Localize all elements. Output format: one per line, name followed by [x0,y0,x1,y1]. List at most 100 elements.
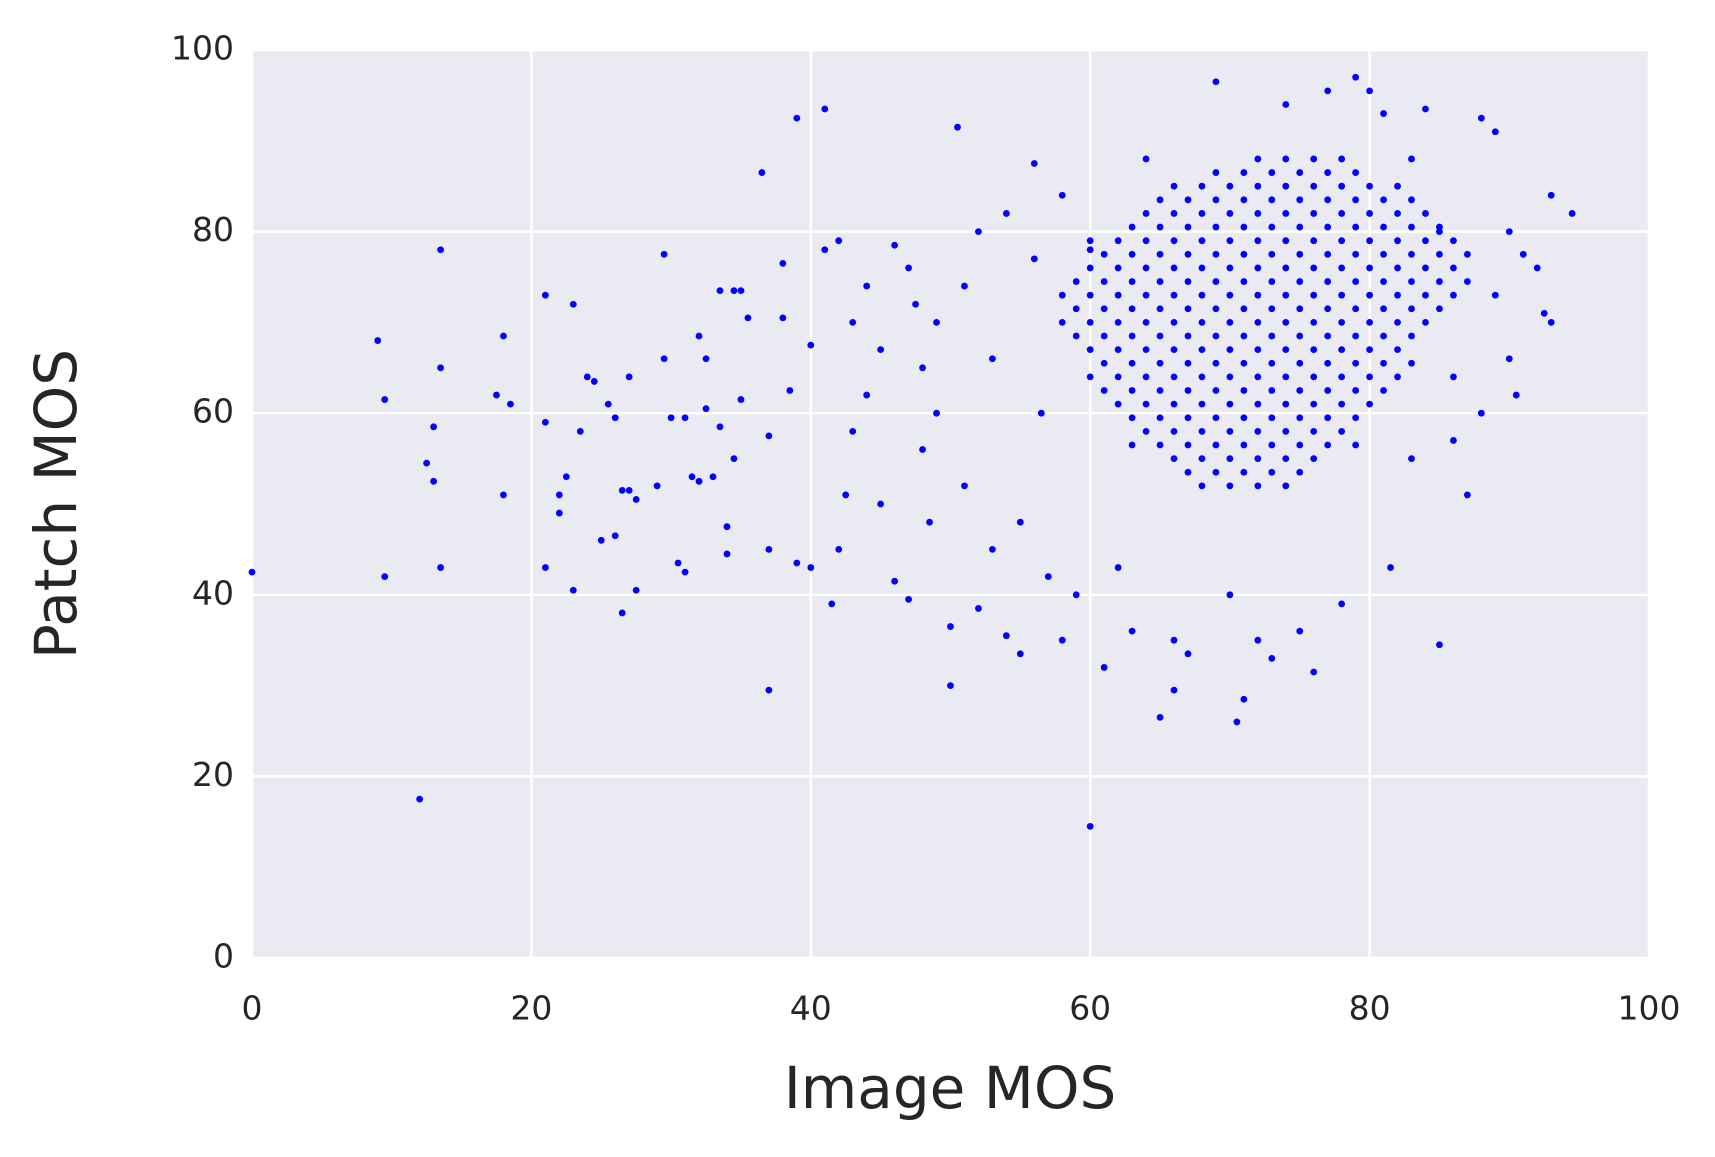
point [1282,155,1290,163]
point [1037,409,1045,417]
point [1114,400,1122,408]
point [541,291,549,299]
point [1128,387,1136,394]
point [1422,319,1429,326]
point [437,246,444,254]
point [835,237,843,245]
point [1296,196,1304,204]
point [1296,305,1304,313]
point [1282,291,1290,299]
point [1156,278,1164,285]
point [1282,237,1290,245]
point [1170,319,1178,326]
point [975,605,982,612]
point [1268,441,1276,449]
point [562,473,570,481]
point [1114,319,1122,326]
point [1282,264,1290,272]
point [1422,291,1429,299]
point [1268,359,1276,367]
point [1142,400,1150,408]
point [1156,359,1164,367]
point [1240,695,1248,703]
point [1254,482,1262,490]
point [1380,110,1387,117]
point [1380,196,1387,204]
point [1254,427,1262,435]
point [1310,373,1318,381]
point [723,523,731,531]
point [1198,482,1206,490]
point [1324,441,1332,449]
point [1156,223,1164,231]
point [1142,373,1150,381]
point [1282,182,1290,190]
point [765,432,773,440]
point [1282,346,1290,354]
point [1310,182,1318,190]
point [1226,237,1234,245]
point [555,509,563,517]
point [1212,278,1220,285]
point [423,459,431,467]
point [828,600,836,608]
point [1505,355,1513,363]
point [1212,359,1220,367]
point [1226,319,1234,326]
point [1254,155,1262,163]
point [1142,291,1150,299]
point [674,559,682,567]
y-tick-label: 40 [192,573,234,612]
point [541,564,549,571]
point [1156,332,1164,340]
point [947,682,954,689]
point [1352,223,1360,231]
point [1408,332,1415,340]
point [716,423,724,431]
point [1436,250,1443,258]
point [961,282,968,290]
point [1450,373,1457,381]
point [912,300,919,308]
point [1030,255,1038,263]
point [1086,822,1094,830]
point [1086,291,1094,299]
point [877,500,885,508]
point [1086,264,1094,272]
point [1184,359,1192,367]
point [1380,332,1387,340]
point [1540,309,1548,317]
point [1058,319,1066,326]
point [1254,319,1262,326]
point [1366,346,1373,354]
point [625,486,633,494]
point [1352,387,1360,394]
point [1310,455,1318,462]
point [1533,264,1541,272]
point [1450,291,1457,299]
point [1114,264,1122,272]
point [793,559,801,567]
point [1226,400,1234,408]
point [1296,359,1304,367]
point [1408,278,1415,285]
point [744,314,752,322]
point [730,455,738,462]
point [1002,632,1010,640]
point [1366,291,1373,299]
point [1422,264,1429,272]
point [926,518,933,526]
point [1058,191,1066,199]
point [1338,346,1346,354]
point [1547,319,1555,326]
point [1352,73,1360,81]
point [1156,387,1164,394]
x-tick-label: 20 [510,989,552,1028]
point [1142,237,1150,245]
point [737,287,745,295]
point [500,332,507,340]
point [1282,319,1290,326]
point [1477,409,1485,417]
point [1184,250,1192,258]
